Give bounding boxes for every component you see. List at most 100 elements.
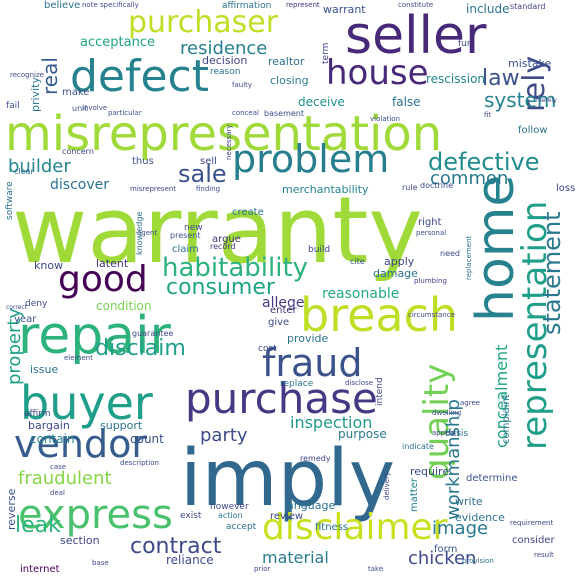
word: indicate (402, 442, 434, 451)
word: acceptance (80, 35, 155, 50)
word: correct (6, 304, 28, 311)
word: appear (432, 429, 457, 437)
word: note specifically (82, 1, 139, 9)
word: exist (180, 511, 202, 521)
word: section (60, 534, 100, 547)
word: year (14, 314, 37, 325)
word: deal (50, 489, 65, 497)
word: loss (556, 183, 576, 194)
word: realtor (268, 55, 305, 68)
word: prior (254, 565, 271, 573)
word: warranty (12, 177, 423, 284)
word: form (434, 544, 458, 555)
word: standard (510, 2, 546, 11)
word: contract (130, 534, 222, 559)
word: misrepresent (130, 185, 177, 193)
word: take (368, 565, 384, 573)
word: unit (72, 104, 88, 113)
word: element (64, 354, 93, 362)
word: provision (462, 557, 494, 565)
word: requirement (510, 519, 554, 527)
word: software (5, 181, 15, 220)
word: count (130, 432, 164, 446)
word: system (484, 88, 557, 112)
word: clear (14, 167, 34, 176)
word: sale (178, 160, 227, 188)
word: present (170, 231, 201, 240)
word: new (184, 223, 203, 233)
word: buyer (20, 376, 153, 430)
word: provide (287, 332, 329, 345)
word: breach (300, 288, 459, 342)
word: disclaim (95, 336, 186, 361)
word: description (120, 459, 159, 467)
word: review (270, 511, 304, 522)
word: fail (6, 101, 20, 111)
word: defect (70, 51, 210, 102)
word: affirmation (222, 1, 272, 11)
word: evidence (455, 511, 505, 524)
word: issue (30, 363, 59, 376)
word: purpose (338, 427, 387, 441)
word: base (92, 559, 109, 567)
word: deny (25, 299, 48, 309)
word: reasonable (322, 286, 400, 302)
word: know (34, 259, 64, 272)
word: replace (280, 379, 314, 389)
word: warrant (323, 3, 366, 16)
word: constitute (398, 1, 434, 9)
word: build (308, 245, 331, 255)
word: statement (538, 211, 566, 335)
word: fraud (262, 341, 363, 385)
word: damage (373, 267, 418, 280)
word: privity (29, 77, 42, 112)
word: complaint (501, 394, 512, 444)
word: write (455, 495, 483, 508)
word: guarantee (132, 329, 174, 338)
word: conceal (232, 109, 259, 117)
word: fitness (315, 522, 349, 533)
word: repair (18, 306, 171, 366)
word: law (482, 66, 520, 91)
word: inspection (290, 413, 373, 432)
word: reason (210, 67, 241, 77)
word: cite (350, 257, 365, 266)
word: consider (512, 535, 555, 546)
word: affirm (24, 409, 51, 419)
word: intend (375, 377, 385, 406)
word: mistake (508, 57, 552, 70)
word: action (218, 511, 243, 520)
word: determine (466, 473, 518, 484)
word: purchaser (128, 5, 279, 40)
word: bargain (28, 419, 70, 432)
word: support (100, 419, 143, 432)
word: merchantability (282, 183, 369, 196)
word: record (210, 242, 236, 251)
word: rescission (426, 72, 486, 86)
word: apply (384, 255, 415, 268)
word: personal (416, 229, 447, 237)
word: recognize (10, 71, 44, 79)
word: need (440, 249, 460, 258)
word: reliance (166, 553, 214, 567)
word: false (392, 95, 421, 109)
word: fur (458, 39, 471, 49)
word: purchase (185, 374, 378, 423)
word: deceive (298, 95, 345, 109)
word: closing (270, 74, 309, 87)
word: agree (460, 399, 481, 407)
word: follow (518, 125, 548, 136)
word: doctrine (420, 181, 454, 190)
word: cost (258, 344, 277, 354)
word: right (418, 217, 442, 228)
word: believe (44, 0, 81, 11)
word: common (430, 168, 509, 189)
word: violation (370, 115, 401, 123)
word: discover (50, 177, 109, 193)
word: habitability (162, 253, 309, 283)
word: image (432, 518, 489, 539)
word: misrepresentation (5, 106, 443, 162)
word: merely (536, 97, 557, 104)
word: term (321, 42, 331, 64)
